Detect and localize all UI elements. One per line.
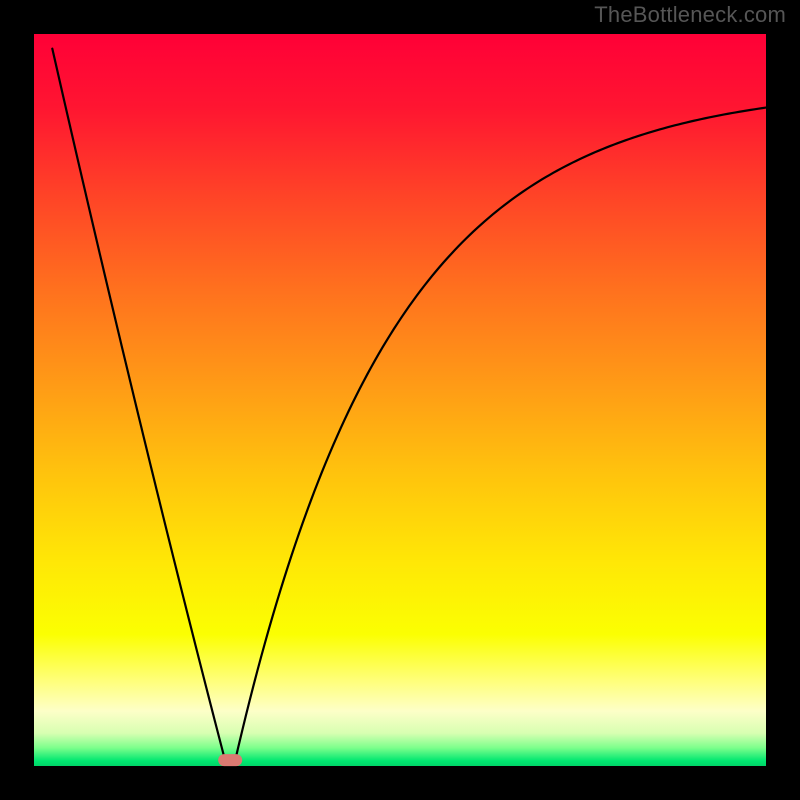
chart-svg [0,0,800,800]
watermark-text: TheBottleneck.com [594,2,786,28]
bottleneck-chart: TheBottleneck.com [0,0,800,800]
bottleneck-marker [218,754,242,766]
plot-background [34,34,766,766]
